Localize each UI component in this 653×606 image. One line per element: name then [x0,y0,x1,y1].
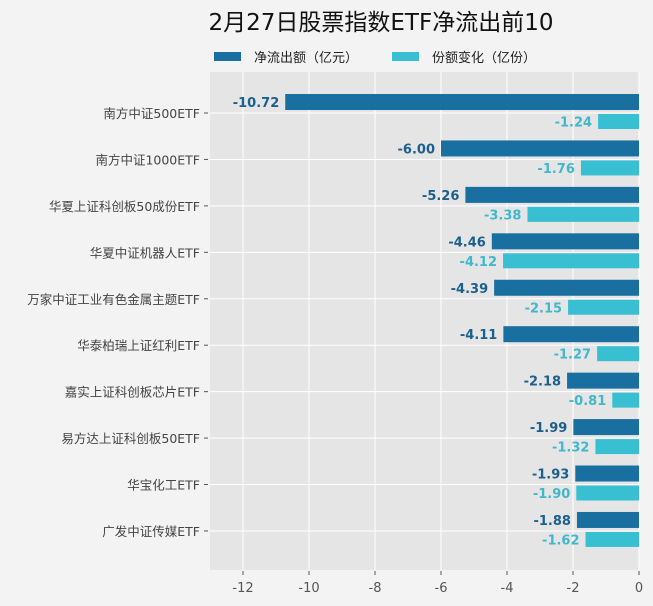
bar-share-change [595,439,639,455]
chart-title: 2月27日股票指数ETF净流出前10 [209,10,554,36]
legend: 净流出额（亿元） 份额变化（亿份） [214,50,536,66]
category-label: 南方中证1000ETF [95,152,200,167]
bar-net-outflow [573,419,639,436]
bar-share-change [527,206,639,222]
bar-net-outflow [494,279,639,296]
category-label: 南方中证500ETF [103,106,200,121]
legend-swatch-1 [392,52,419,61]
bar-share-change [576,485,639,501]
data-label: -5.26 [422,189,459,204]
data-label: -1.24 [555,116,592,131]
data-label: -1.90 [533,487,570,502]
bar-net-outflow [285,94,639,110]
legend-swatch-0 [214,52,241,61]
category-label: 易方达上证科创板50ETF [61,431,200,446]
x-tick-label: 0 [635,581,643,596]
data-label: -10.72 [233,96,280,111]
bar-net-outflow [503,326,639,343]
bar-net-outflow [576,511,639,528]
data-label: -6.00 [398,142,435,157]
data-label: -3.38 [484,208,521,223]
x-tick-label: -12 [232,581,253,596]
category-label: 万家中证工业有色金属主题ETF [27,292,200,307]
data-label: -4.12 [460,255,497,270]
data-label: -4.46 [448,235,485,250]
category-label: 华宝化工ETF [127,478,200,493]
data-label: -1.88 [533,514,570,529]
data-label: -0.81 [569,394,606,409]
data-label: -4.39 [451,282,488,297]
bar-share-change [585,531,639,547]
data-label: -2.15 [525,301,562,316]
category-label: 华夏上证科创板50成份ETF [49,199,200,214]
x-tick-label: -10 [298,581,319,596]
x-tick-label: -6 [435,581,448,596]
x-tick-label: -4 [501,581,514,596]
bar-share-change [598,114,639,129]
bar-net-outflow [575,465,639,482]
bar-share-change [503,253,639,269]
category-label: 广发中证传媒ETF [102,524,200,539]
bar-share-change [597,346,639,362]
data-label: -1.76 [537,162,574,177]
bar-net-outflow [465,186,639,203]
x-tick-label: -8 [369,581,382,596]
category-label: 华泰柏瑞上证红利ETF [77,338,200,353]
data-label: -1.62 [542,533,579,548]
bar-net-outflow [441,140,639,157]
legend-label-0: 净流出额（亿元） [254,51,358,66]
bar-share-change [612,392,639,408]
category-label: 嘉实上证科创板芯片ETF [65,385,200,400]
data-label: -1.93 [532,468,569,483]
bar-share-change [568,299,639,315]
data-label: -4.11 [460,328,497,343]
x-tick-label: -2 [567,581,580,596]
bar-share-change [580,160,639,176]
category-label: 华夏中证机器人ETF [90,245,200,260]
data-label: -1.32 [552,441,589,456]
data-label: -2.18 [524,375,561,390]
data-label: -1.99 [530,421,567,436]
bar-net-outflow [567,372,639,389]
legend-label-1: 份额变化（亿份） [432,50,536,66]
data-label: -1.27 [554,348,591,363]
bar-net-outflow [491,233,639,250]
